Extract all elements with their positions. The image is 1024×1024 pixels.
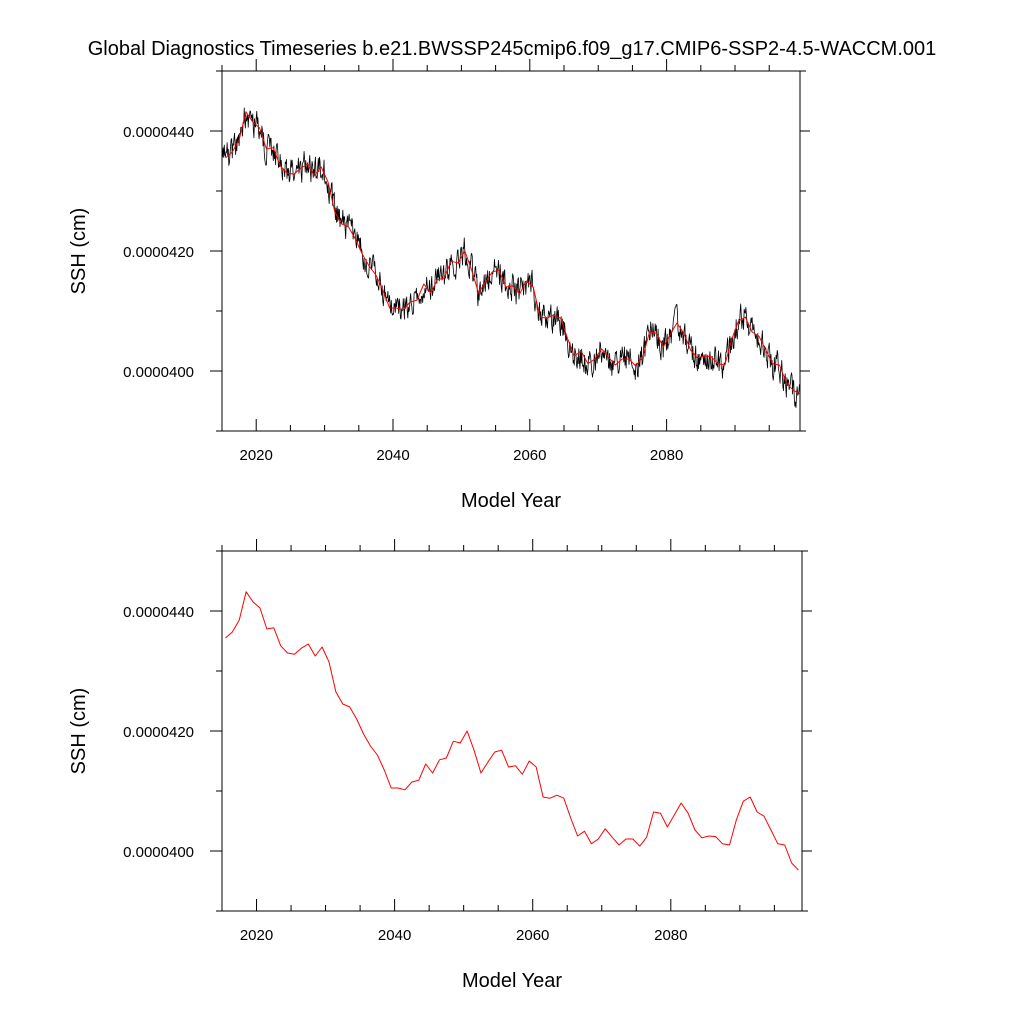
top-chart-plot-area (222, 107, 800, 408)
bottom-chart-xlabel: Model Year (462, 970, 562, 992)
bottom-chart-ytick-label: 0.0000400 (123, 844, 194, 861)
bottom-chart-ylabel: SSH (cm) (68, 688, 90, 775)
panel-bottom-annual: 2020 2040 2060 2080 0.0000400 0.0000420 0.0000… (68, 539, 812, 992)
figure-title: Global Diagnostics Timeseries b.e21.BWSS… (88, 38, 937, 60)
bottom-chart-xtick-label: 2080 (654, 927, 687, 944)
bottom-chart-frame (221, 550, 803, 912)
top-chart-xtick-label: 2060 (513, 447, 546, 464)
top-chart-series-annual-mean (225, 111, 800, 395)
top-chart-frame (221, 70, 801, 432)
top-chart-xlabel: Model Year (461, 490, 561, 512)
bottom-chart-xtick-label: 2060 (516, 927, 549, 944)
bottom-chart-xtick-label: 2020 (240, 927, 273, 944)
top-chart-ytick-label: 0.0000400 (123, 364, 194, 381)
top-chart-ytick-label: 0.0000420 (123, 244, 194, 261)
top-chart-xtick-label: 2040 (376, 447, 409, 464)
top-chart-ylabel: SSH (cm) (68, 208, 90, 295)
bottom-chart-plot-area (225, 591, 799, 871)
top-chart-xtick-label: 2080 (650, 447, 683, 464)
bottom-chart-xtick-label: 2040 (378, 927, 411, 944)
bottom-chart-series-annual-mean (225, 591, 799, 871)
top-chart-ytick-label: 0.0000440 (123, 124, 194, 141)
top-chart-series-monthly (222, 107, 800, 408)
panel-top-timeseries: 2020 2040 2060 2080 0.0000400 0.0000420 0.0000… (68, 59, 810, 512)
bottom-chart-ytick-label: 0.0000420 (123, 724, 194, 741)
bottom-chart-ytick-label: 0.0000440 (123, 604, 194, 621)
top-chart-xtick-label: 2020 (240, 447, 273, 464)
